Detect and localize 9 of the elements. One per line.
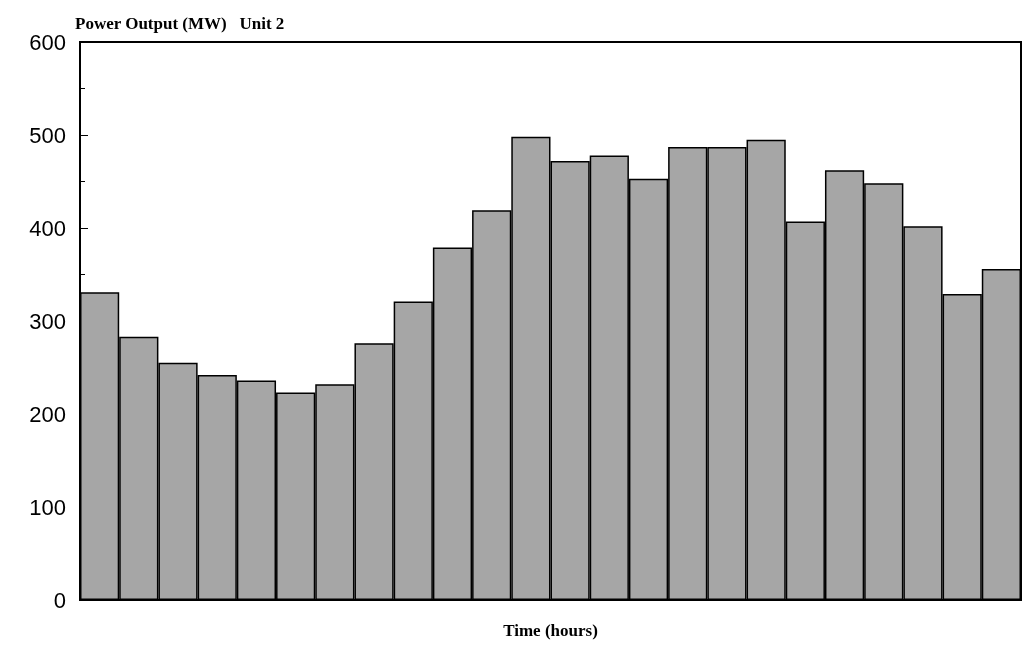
chart-title: Power Output (MW) Unit 2 xyxy=(75,14,285,33)
y-tick-label: 100 xyxy=(29,494,66,520)
y-tick-label: 600 xyxy=(29,29,66,55)
y-tick-label: 500 xyxy=(29,122,66,148)
y-tick-label: 400 xyxy=(29,215,66,241)
y-tick-label: 0 xyxy=(53,587,66,613)
x-axis-title: Time (hours) xyxy=(503,621,598,640)
y-tick-label: 300 xyxy=(29,308,66,334)
y-tick-label: 200 xyxy=(29,401,66,427)
